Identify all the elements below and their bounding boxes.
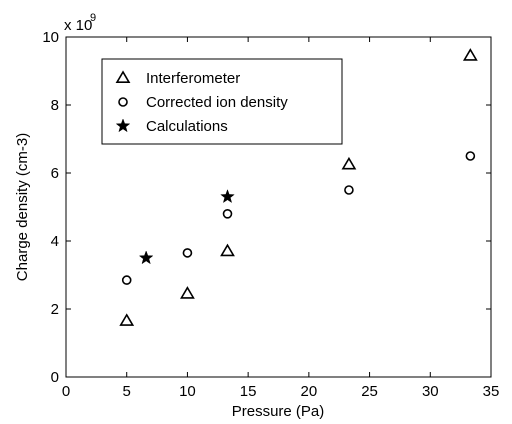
- x-tick-label: 15: [240, 383, 257, 400]
- y-tick-label: 0: [51, 369, 59, 386]
- triangle-point: [119, 313, 135, 326]
- triangle-point: [341, 156, 357, 170]
- axis-ticks: [65, 36, 492, 378]
- data-points: [119, 48, 478, 326]
- y-tick-label: 6: [51, 165, 59, 182]
- x-tick-label: 30: [422, 383, 439, 400]
- y-tick-label: 2: [51, 301, 59, 318]
- legend: Interferometer Corrected ion density Calcu…: [101, 58, 343, 145]
- legend-items: Interferometer Corrected ion density Calcu…: [115, 70, 288, 135]
- y-tick-label: 10: [42, 29, 59, 46]
- legend-entry: Interferometer: [146, 70, 240, 87]
- triangle-point: [180, 286, 195, 299]
- star-point: [220, 189, 235, 204]
- y-multiplier-base: x 10: [64, 17, 92, 34]
- legend-entry: Corrected ion density: [146, 94, 288, 111]
- legend-box: [101, 58, 343, 145]
- circle-point: [182, 248, 193, 258]
- x-tick-label: 20: [301, 383, 318, 400]
- circle-point: [121, 275, 132, 285]
- axis-tick-labels: 0 5 10 15 20 25 30 35 0 2 4 6 8 10: [42, 29, 499, 400]
- x-tick-label: 25: [361, 383, 378, 400]
- legend-entry: Calculations: [146, 118, 228, 135]
- triangle-point: [462, 48, 478, 61]
- x-tick-label: 5: [123, 383, 131, 400]
- legend-marker-circle: [118, 97, 128, 107]
- y-tick-label: 4: [51, 233, 59, 250]
- x-tick-label: 0: [62, 383, 70, 400]
- y-tick-label: 8: [51, 97, 59, 114]
- y-multiplier-exponent: 9: [90, 12, 96, 24]
- x-tick-label: 10: [179, 383, 196, 400]
- x-tick-label: 35: [483, 383, 500, 400]
- plot-frame: [65, 36, 492, 378]
- x-axis-label: Pressure (Pa): [232, 403, 325, 420]
- legend-marker-triangle: [115, 70, 131, 83]
- circle-point: [344, 185, 354, 195]
- triangle-point: [220, 243, 235, 257]
- star-point: [138, 250, 154, 265]
- y-axis-label: Charge density (cm-3): [14, 133, 31, 281]
- circle-point: [222, 209, 233, 219]
- legend-marker-star: [115, 118, 131, 133]
- circle-point: [465, 151, 476, 161]
